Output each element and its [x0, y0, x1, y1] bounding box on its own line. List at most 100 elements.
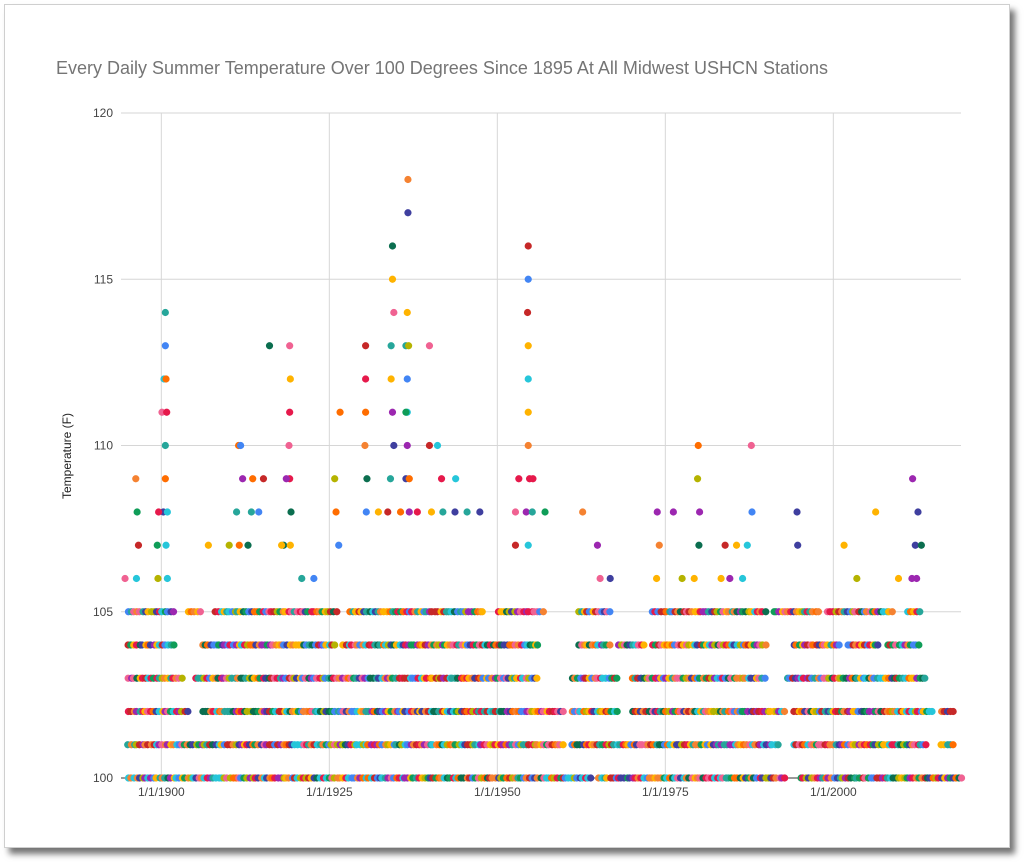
data-point — [384, 508, 392, 516]
data-point — [196, 608, 204, 616]
data-point — [695, 508, 704, 516]
data-point — [298, 574, 306, 583]
data-point — [335, 541, 343, 549]
data-point — [162, 375, 170, 383]
x-tick-label: 1/1/1900 — [138, 785, 185, 799]
data-point — [524, 375, 532, 383]
data-point — [523, 308, 532, 317]
data-point — [747, 441, 755, 450]
data-point — [163, 408, 171, 416]
data-point — [874, 641, 882, 649]
data-point — [606, 641, 614, 649]
data-point — [613, 674, 621, 682]
data-point — [134, 541, 143, 549]
data-point — [835, 641, 843, 649]
data-point — [721, 541, 729, 549]
data-point — [336, 408, 344, 416]
data-point — [888, 608, 896, 616]
data-point — [405, 508, 413, 516]
data-point — [814, 608, 823, 616]
data-point — [478, 608, 486, 616]
data-point — [529, 475, 537, 483]
data-point — [403, 308, 411, 317]
data-point — [282, 475, 290, 483]
data-point — [451, 508, 459, 516]
data-point — [237, 441, 245, 450]
data-point — [287, 508, 295, 516]
data-point — [957, 774, 966, 782]
data-point — [161, 475, 169, 483]
data-point — [894, 574, 903, 583]
data-point — [404, 209, 412, 217]
data-point — [413, 508, 421, 516]
data-point — [559, 741, 567, 749]
data-point — [524, 342, 532, 350]
data-point — [333, 608, 341, 616]
data-point — [132, 574, 141, 583]
data-point — [386, 475, 395, 483]
data-point — [762, 608, 770, 616]
data-point — [161, 308, 169, 317]
data-point — [511, 508, 520, 516]
data-point — [596, 574, 604, 583]
data-point — [693, 475, 702, 483]
data-point — [539, 608, 547, 616]
data-point — [914, 508, 922, 516]
data-point — [235, 541, 243, 549]
data-point — [949, 741, 957, 749]
data-point — [244, 541, 252, 549]
data-point — [739, 574, 747, 583]
data-point — [774, 741, 782, 749]
y-tick-label: 110 — [94, 439, 113, 453]
data-point — [476, 508, 484, 516]
data-point — [640, 641, 648, 649]
y-tick-label: 120 — [93, 106, 113, 120]
data-point — [153, 541, 161, 549]
data-point — [695, 541, 703, 549]
data-point — [524, 441, 532, 450]
data-point — [374, 508, 382, 516]
data-point — [285, 441, 293, 450]
data-point — [403, 441, 411, 450]
data-point — [204, 541, 212, 549]
data-point — [872, 508, 880, 516]
data-point — [404, 175, 412, 184]
data-point — [743, 541, 751, 549]
y-tick-label: 115 — [94, 272, 113, 286]
x-tick-label: 1/1/1925 — [306, 785, 353, 799]
data-point — [184, 707, 192, 716]
data-point — [255, 508, 263, 516]
data-point — [154, 574, 162, 583]
data-point — [239, 475, 247, 483]
data-point — [748, 508, 756, 516]
data-point — [761, 674, 769, 682]
x-tick-label: 1/1/2000 — [810, 785, 857, 799]
data-point — [433, 441, 442, 450]
data-point — [452, 475, 460, 483]
data-point — [690, 574, 698, 583]
data-point — [225, 541, 233, 549]
data-point — [390, 441, 398, 450]
data-point — [169, 608, 178, 616]
data-point — [439, 508, 447, 516]
data-point — [388, 275, 397, 283]
data-point — [232, 508, 241, 516]
y-axis-ticks: 100 105 110 115 120 — [93, 106, 113, 785]
data-point — [170, 641, 178, 649]
data-point — [425, 441, 434, 450]
data-point — [917, 541, 925, 549]
data-point — [922, 741, 930, 749]
data-point — [259, 475, 268, 483]
data-point — [362, 408, 370, 416]
data-point — [593, 541, 602, 549]
data-point — [781, 774, 789, 782]
data-point — [121, 574, 129, 583]
data-point — [655, 541, 663, 549]
data-point — [361, 441, 369, 450]
data-point — [278, 541, 286, 549]
data-point — [533, 674, 541, 682]
data-point — [653, 508, 661, 516]
data-point — [524, 242, 532, 250]
data-point — [652, 574, 661, 583]
data-point — [332, 508, 340, 516]
